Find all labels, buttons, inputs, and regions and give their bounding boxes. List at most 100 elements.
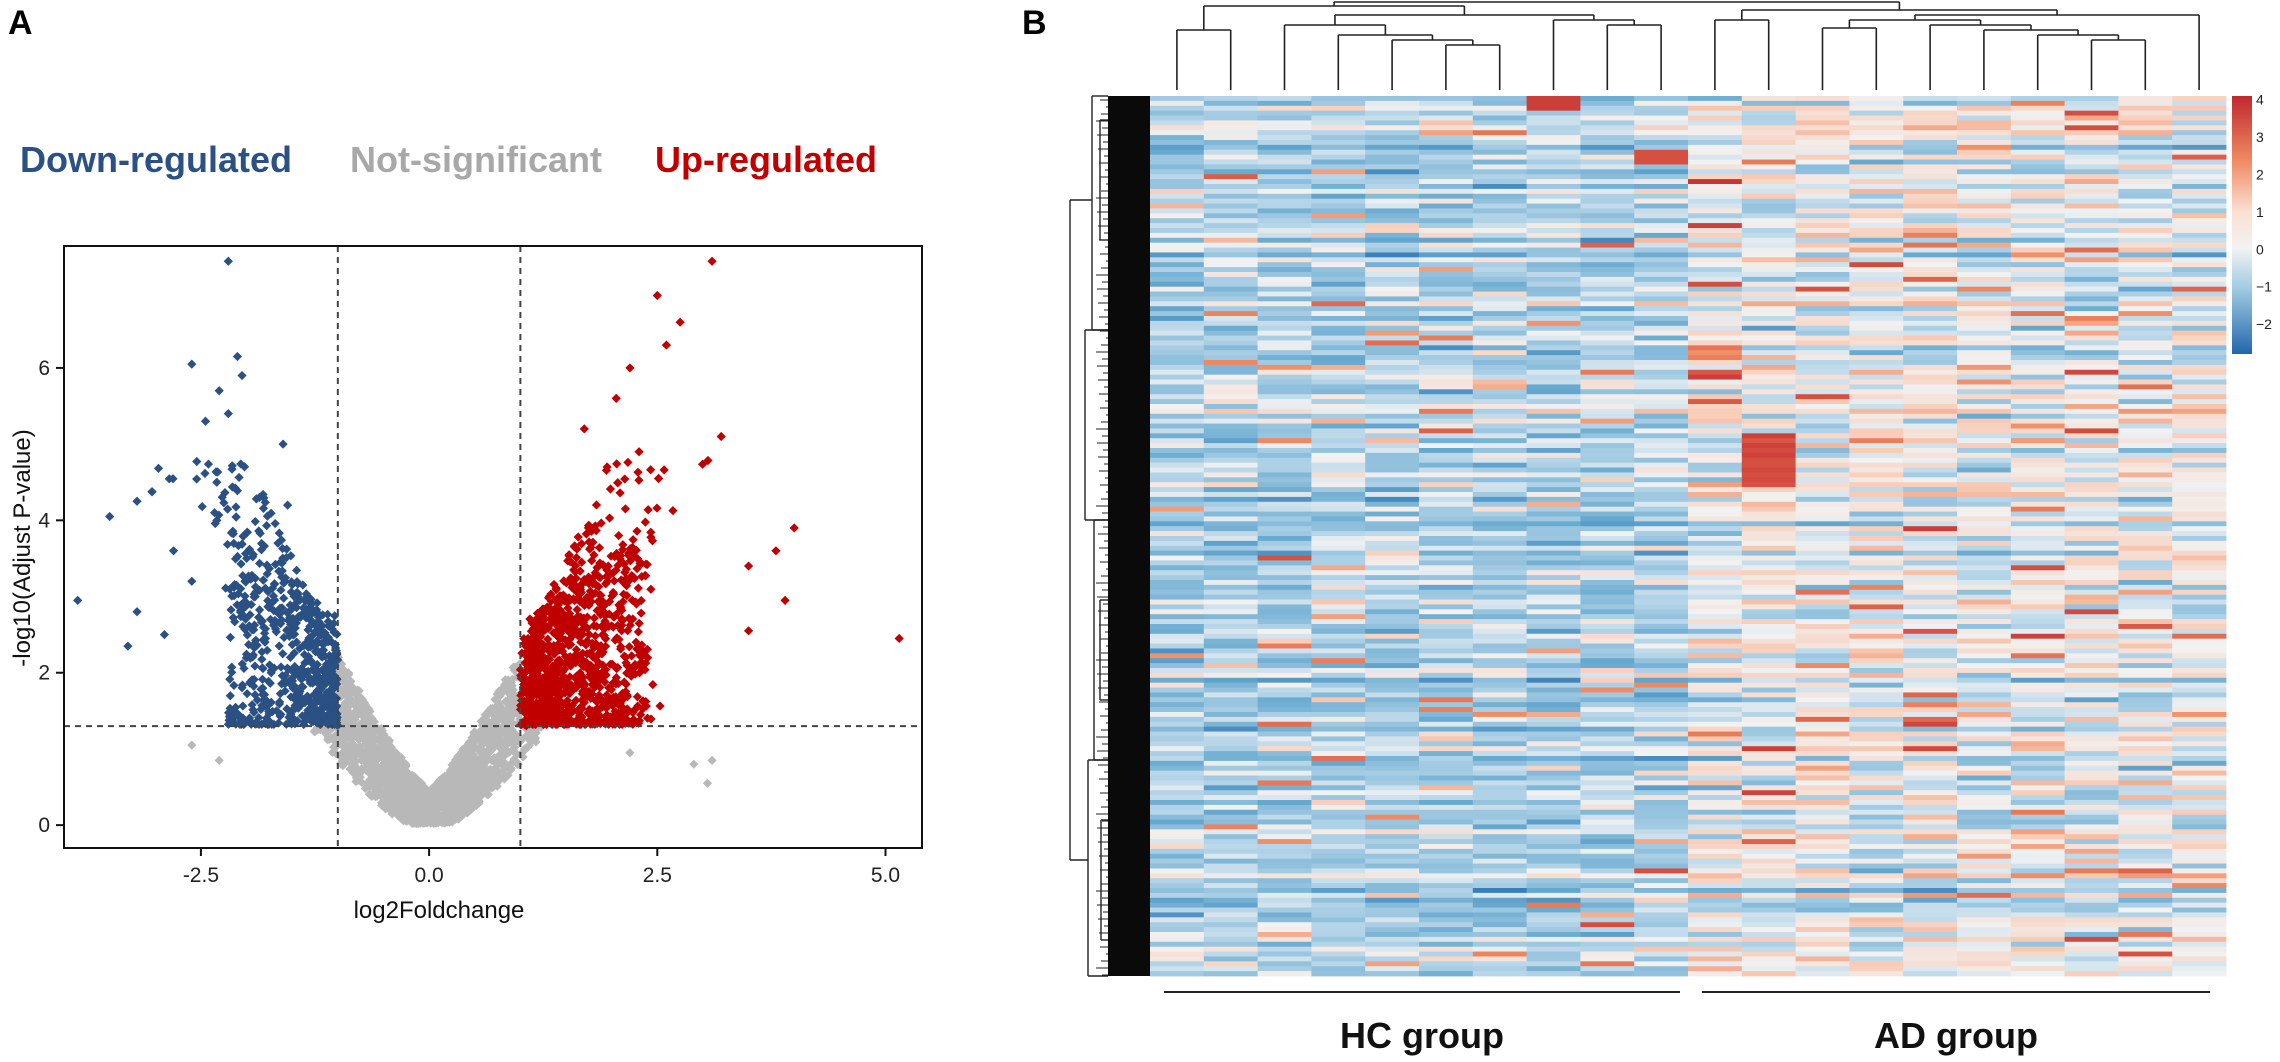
heatmap-cell [1634,228,1689,234]
heatmap-cell [1903,149,1958,156]
heatmap-cell [1849,198,1904,204]
heatmap-cell [2064,140,2119,146]
heatmap-cell [1257,213,1312,219]
heatmap-cell [1365,120,1420,126]
heatmap-cell [1526,228,1581,234]
heatmap-cell [1634,169,1689,175]
heatmap-cell [1957,301,2012,307]
up-point [527,633,538,643]
heatmap-cell [1365,223,1420,229]
down-point [259,541,269,551]
heatmap-cell [1903,242,1958,248]
up-point [565,612,575,622]
down-point [212,477,222,487]
heatmap-cell [1472,340,1527,346]
heatmap-cell [1365,301,1420,307]
ns-point [530,733,540,743]
heatmap-cell [2172,247,2227,253]
up-point [540,642,550,652]
heatmap-cell [1311,257,1366,263]
heatmap-cell [1903,96,1958,102]
down-point [323,609,333,619]
heatmap-cell [1472,335,1527,341]
up-point [600,616,610,626]
outlier-point [652,290,662,301]
up-point [616,604,626,614]
heatmap-cell [1472,144,1527,151]
heatmap-cell [2010,198,2065,204]
ns-point [380,773,390,783]
heatmap-cell [2064,301,2119,307]
up-point [646,584,656,594]
heatmap-cell [1419,144,1474,151]
up-point [570,619,581,630]
heatmap-cell [1365,242,1420,248]
up-point [567,700,577,710]
heatmap-cell [1419,110,1474,116]
heatmap-cell [1203,247,1258,253]
y-tick-label: 2 [38,662,50,685]
heatmap-cell [1472,330,1527,336]
ns-point [417,798,427,808]
down-point [270,518,280,529]
down-point [331,715,342,725]
heatmap-cell [2064,306,2119,312]
heatmap-cell [2118,340,2173,346]
heatmap-cell [1472,164,1527,170]
ns-point [327,747,338,758]
up-point [615,488,625,498]
down-point [286,587,296,597]
heatmap-cell [2010,340,2065,346]
up-point [560,617,570,627]
heatmap-cell [2064,350,2119,356]
down-point [310,715,320,725]
ns-point [342,718,352,728]
heatmap-cell [1741,120,1796,126]
heatmap-cell [1580,325,1635,332]
heatmap-cell [2010,320,2065,327]
heatmap-cell [1203,360,1258,366]
down-point [323,636,334,646]
heatmap-cell [1150,159,1205,165]
down-point [312,645,322,655]
heatmap-cell [1849,120,1904,126]
ns-point [421,817,431,827]
heatmap-cell [1419,218,1474,224]
heatmap-cell [1741,96,1796,102]
down-point [312,598,322,608]
down-point [227,667,237,677]
ns-point [404,807,414,817]
up-point [633,554,643,564]
heatmap-cell [1795,203,1850,209]
plot-frame [63,245,923,849]
heatmap-cell [1150,247,1205,253]
heatmap-cell [1795,252,1850,258]
heatmap-cell [1472,232,1527,239]
heatmap-cell [1849,169,1904,175]
heatmap-cell [1257,130,1312,136]
ns-point [312,723,322,733]
up-point [618,540,628,550]
heatmap-cell [1419,291,1474,297]
heatmap-cell [1365,320,1420,327]
heatmap-cell [2010,208,2065,214]
heatmap-cell [1688,272,1743,278]
heatmap-cell [1580,316,1635,322]
heatmap-cell [1688,237,1743,244]
heatmap-cell [1957,174,2012,180]
heatmap-cell [1795,301,1850,307]
heatmap-cell [1311,232,1366,239]
heatmap-cell [1419,262,1474,268]
heatmap-cell [1849,316,1904,322]
ns-point [454,786,464,796]
up-point [611,565,621,575]
heatmap-cell [1849,320,1904,327]
heatmap-cell [1634,174,1689,180]
heatmap-cell [1365,291,1420,297]
down-point [239,663,249,674]
up-point [533,666,543,676]
heatmap-cell [2172,130,2227,136]
ns-point [381,788,392,798]
outlier-point [278,439,288,449]
down-point [315,719,325,730]
